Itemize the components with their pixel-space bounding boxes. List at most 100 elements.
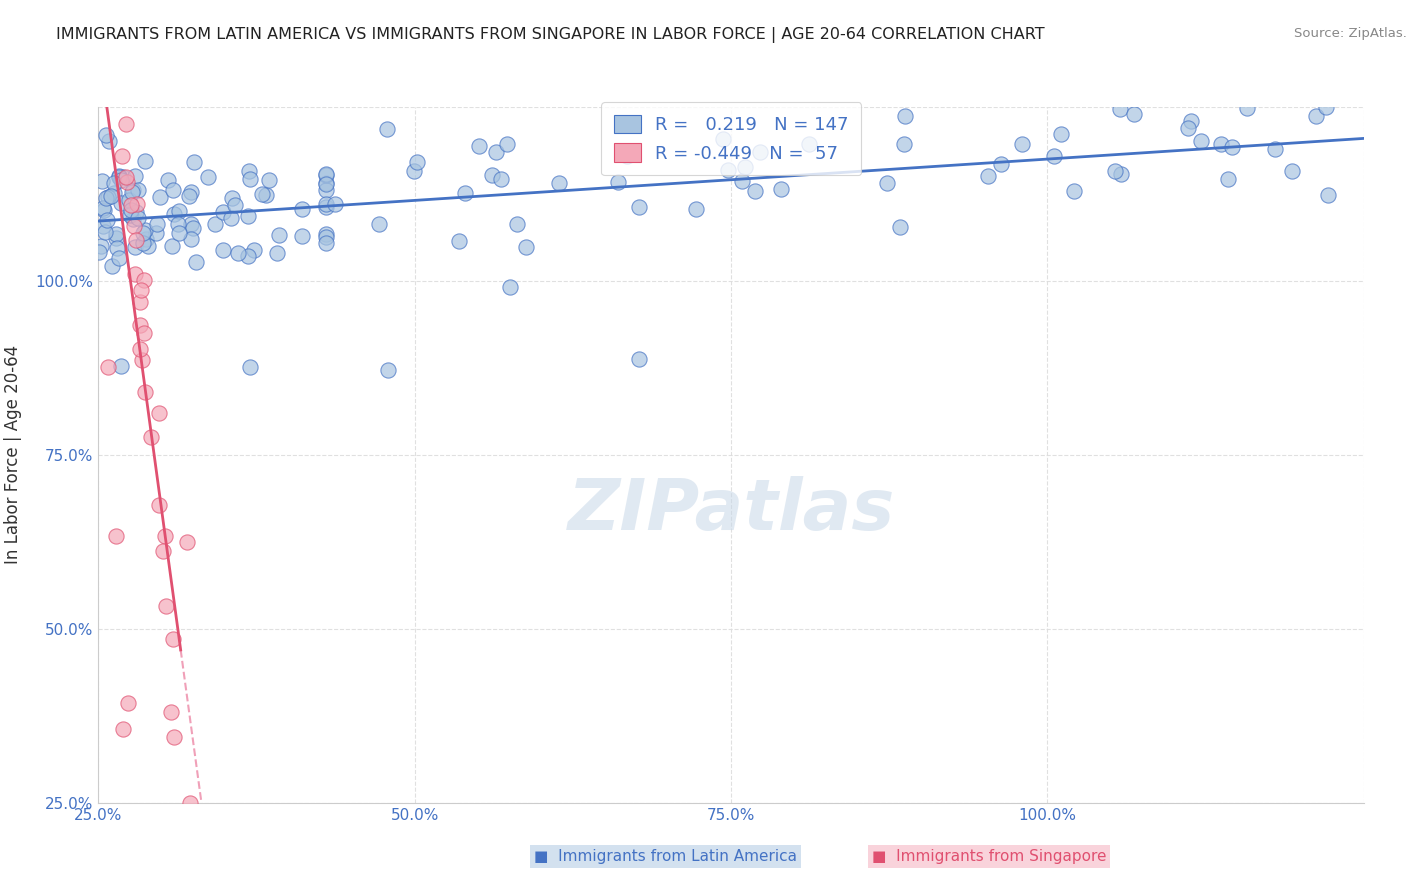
- Point: [239, 359, 262, 374]
- Y-axis label: In Labor Force | Age 20-64: In Labor Force | Age 20-64: [4, 345, 21, 565]
- Point: [121, 185, 143, 199]
- Text: ■  Immigrants from Latin America: ■ Immigrants from Latin America: [534, 849, 797, 863]
- Point: [266, 246, 288, 260]
- Point: [315, 168, 337, 182]
- Point: [141, 430, 163, 444]
- Point: [616, 149, 638, 163]
- Point: [238, 249, 260, 263]
- Point: [107, 169, 129, 184]
- Point: [183, 155, 205, 169]
- Point: [1264, 142, 1286, 156]
- Point: [96, 86, 118, 100]
- Point: [606, 175, 628, 189]
- Point: [97, 190, 120, 204]
- Point: [135, 232, 157, 246]
- Point: [132, 235, 155, 250]
- Point: [506, 217, 529, 231]
- Point: [485, 145, 508, 159]
- Point: [977, 169, 1000, 183]
- Point: [122, 219, 145, 233]
- Point: [499, 280, 522, 294]
- Point: [221, 191, 243, 205]
- Point: [454, 186, 477, 201]
- Point: [91, 173, 114, 187]
- Point: [402, 164, 425, 178]
- Point: [110, 196, 132, 211]
- Point: [162, 632, 184, 646]
- Point: [160, 238, 183, 252]
- Point: [97, 359, 120, 374]
- Point: [315, 197, 337, 211]
- Point: [97, 134, 120, 148]
- Point: [110, 359, 132, 374]
- Point: [239, 172, 262, 186]
- Point: [148, 406, 170, 420]
- Point: [96, 86, 118, 100]
- Point: [1050, 127, 1073, 141]
- Point: [146, 217, 169, 231]
- Point: [105, 241, 128, 255]
- Point: [94, 86, 117, 100]
- Point: [107, 86, 129, 100]
- Point: [254, 187, 277, 202]
- Point: [89, 238, 111, 252]
- Point: [375, 121, 398, 136]
- Point: [269, 228, 291, 243]
- Point: [315, 168, 337, 182]
- Point: [122, 183, 145, 197]
- Point: [125, 233, 148, 247]
- Point: [134, 273, 156, 287]
- Point: [153, 529, 176, 543]
- Point: [104, 231, 127, 245]
- Point: [315, 235, 337, 250]
- Point: [103, 186, 125, 201]
- Point: [124, 169, 146, 184]
- Point: [94, 225, 117, 239]
- Point: [96, 191, 118, 205]
- Point: [176, 535, 198, 549]
- Point: [112, 723, 135, 737]
- Point: [315, 230, 337, 244]
- Point: [160, 706, 183, 720]
- Point: [120, 208, 142, 222]
- Point: [103, 86, 125, 100]
- Point: [115, 170, 138, 185]
- Point: [118, 194, 141, 208]
- Point: [100, 86, 122, 100]
- Point: [894, 109, 917, 123]
- Point: [1109, 102, 1132, 116]
- Text: ■  Immigrants from Singapore: ■ Immigrants from Singapore: [872, 849, 1107, 863]
- Point: [117, 696, 139, 710]
- Point: [87, 86, 110, 100]
- Point: [547, 176, 569, 190]
- Point: [134, 223, 156, 237]
- Point: [131, 352, 153, 367]
- Point: [181, 220, 204, 235]
- Point: [101, 86, 124, 100]
- Point: [89, 86, 111, 100]
- Point: [1122, 107, 1144, 121]
- Point: [167, 204, 190, 219]
- Point: [1315, 100, 1337, 114]
- Point: [406, 155, 429, 169]
- Point: [368, 217, 391, 231]
- Point: [111, 169, 134, 184]
- Point: [238, 163, 260, 178]
- Point: [1104, 164, 1126, 178]
- Point: [93, 203, 115, 218]
- Point: [1305, 109, 1327, 123]
- Point: [128, 318, 150, 332]
- Point: [1043, 149, 1066, 163]
- Point: [103, 176, 125, 190]
- Point: [876, 176, 898, 190]
- Point: [93, 86, 115, 100]
- Point: [1220, 139, 1243, 153]
- Point: [108, 252, 131, 266]
- Point: [224, 198, 246, 212]
- Point: [797, 136, 820, 151]
- Point: [97, 86, 120, 100]
- Point: [515, 240, 537, 254]
- Point: [132, 226, 155, 240]
- Point: [155, 599, 177, 613]
- Point: [105, 86, 128, 100]
